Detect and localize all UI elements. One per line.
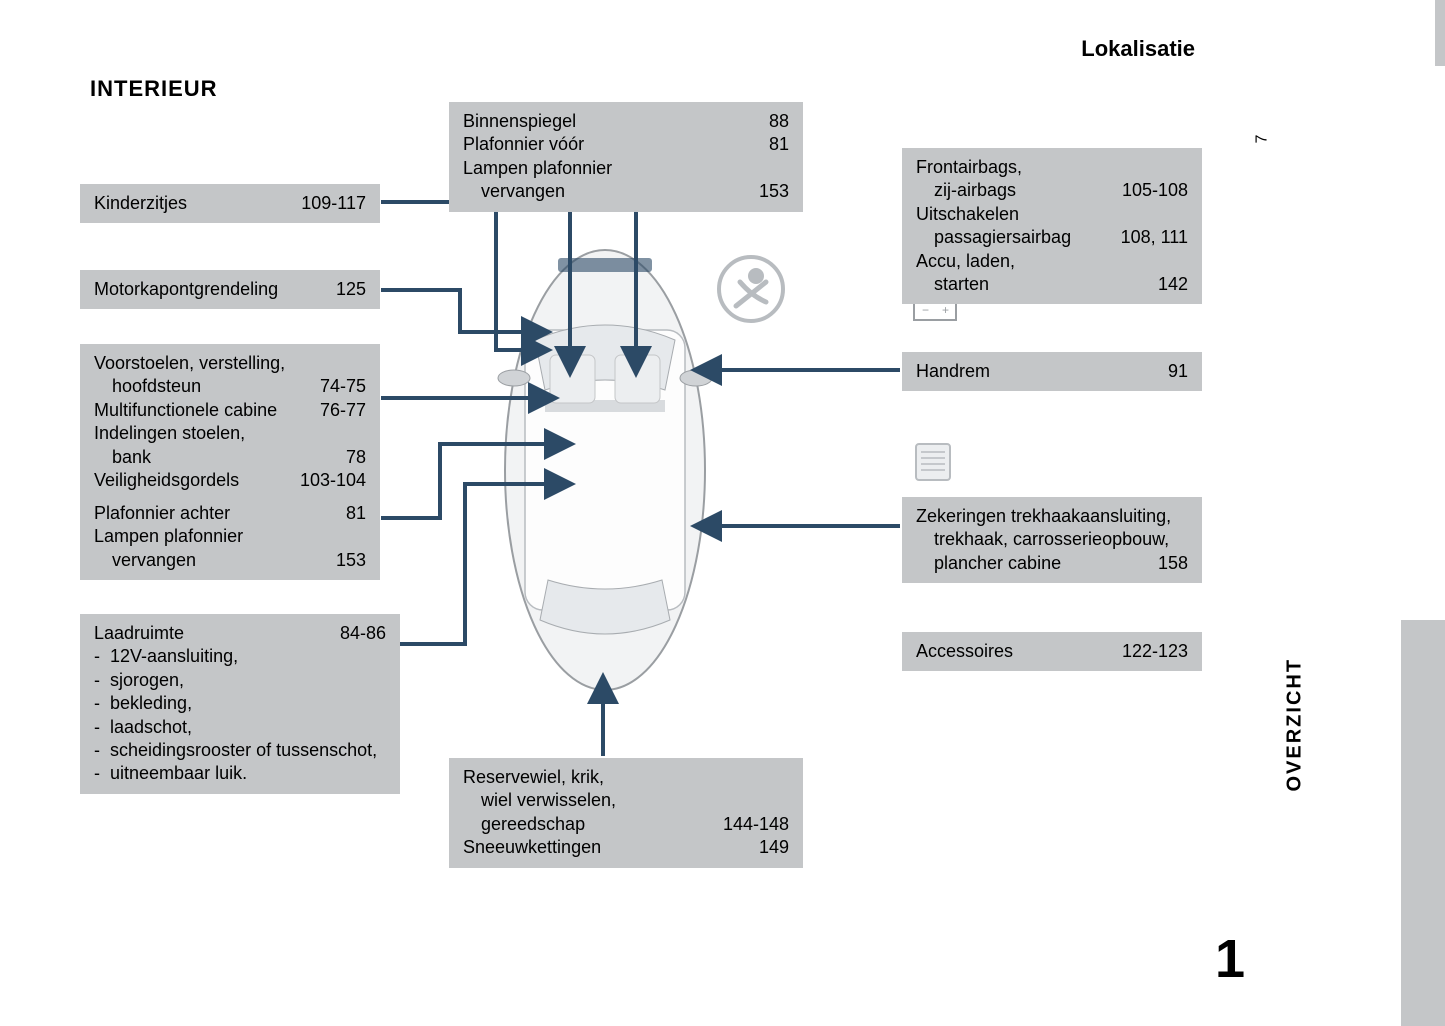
box-motorkap: Motorkapontgrendeling 125 [80, 270, 380, 309]
bc-v3: 149 [719, 836, 789, 859]
l3-v4: 78 [296, 446, 366, 469]
r1-v5: 142 [1118, 273, 1188, 296]
l3-l1: hoofdsteun [112, 375, 201, 398]
box-voorstoelen: Voorstoelen, verstelling, hoofdsteun 74-7… [80, 344, 380, 500]
r3-v2: 158 [1118, 552, 1188, 575]
l1-v0: 109-117 [296, 192, 366, 215]
r1-v1: 105-108 [1118, 179, 1188, 202]
tc-v3: 153 [719, 180, 789, 203]
tc-v1: 81 [719, 133, 789, 156]
r3-v1 [1169, 528, 1239, 551]
l3-l5: Veiligheidsgordels [94, 469, 239, 492]
r3-l2: plancher cabine [934, 552, 1061, 575]
tc-l2: Lampen plafonnier [463, 157, 612, 180]
l5-b2: - bekleding, [94, 692, 386, 715]
l5-t0: Laadruimte [94, 622, 184, 645]
bc-l3: Sneeuwkettingen [463, 836, 601, 859]
l3-l2: Multifunctionele cabine [94, 399, 277, 422]
bc-l2: gereedschap [481, 813, 585, 836]
l3-l3: Indelingen stoelen, [94, 422, 245, 445]
r1-l3: passagiersairbag [934, 226, 1071, 249]
box-reservewiel: Reservewiel, krik, wiel verwisselen, ger… [449, 758, 803, 868]
r3-v0 [1171, 505, 1241, 528]
l1-l0: Kinderzitjes [94, 192, 187, 215]
l5-b0: - 12V-aansluiting, [94, 645, 386, 668]
r1-l1: zij-airbags [934, 179, 1016, 202]
l3-v1: 74-75 [296, 375, 366, 398]
l5-b3: - laadschot, [94, 716, 386, 739]
r2-v0: 91 [1118, 360, 1188, 383]
r3-l1: trekhaak, carrosserieopbouw, [934, 528, 1169, 551]
r1-l4: Accu, laden, [916, 250, 1015, 273]
l4-l1: Lampen plafonnier [94, 525, 243, 548]
r1-v2 [1118, 203, 1188, 226]
l4-v0: 81 [296, 502, 366, 525]
l3-v3 [296, 422, 366, 445]
r4-l0: Accessoires [916, 640, 1013, 663]
l4-v2: 153 [296, 549, 366, 572]
l3-v2: 76-77 [296, 399, 366, 422]
l5-b1: - sjorogen, [94, 669, 386, 692]
l2-l0: Motorkapontgrendeling [94, 278, 278, 301]
r1-v0 [1118, 156, 1188, 179]
r2-l0: Handrem [916, 360, 990, 383]
l4-l2: vervangen [112, 549, 196, 572]
bc-v1 [719, 789, 789, 812]
r1-l5: starten [934, 273, 989, 296]
tc-v2 [719, 157, 789, 180]
r1-l0: Frontairbags, [916, 156, 1022, 179]
r1-v4 [1118, 250, 1188, 273]
r1-v3: 108, 111 [1118, 226, 1188, 249]
box-kinder: Kinderzitjes 109-117 [80, 184, 380, 223]
bc-l0: Reservewiel, krik, [463, 766, 604, 789]
l3-v5: 103-104 [296, 469, 366, 492]
bc-v2: 144-148 [719, 813, 789, 836]
box-zekeringen: Zekeringen trekhaakaansluiting, trekhaak… [902, 497, 1202, 583]
box-handrem: Handrem 91 [902, 352, 1202, 391]
l3-l4: bank [112, 446, 151, 469]
tc-l0: Binnenspiegel [463, 110, 576, 133]
l5-b5: - uitneembaar luik. [94, 762, 386, 785]
r4-v0: 122-123 [1118, 640, 1188, 663]
l5-b4: - scheidingsrooster of tussenschot, [94, 739, 386, 762]
l3-l0: Voorstoelen, verstelling, [94, 352, 285, 375]
l4-l0: Plafonnier achter [94, 502, 230, 525]
box-accessoires: Accessoires 122-123 [902, 632, 1202, 671]
r3-l0: Zekeringen trekhaakaansluiting, [916, 505, 1171, 528]
l4-v1 [296, 525, 366, 548]
bc-l1: wiel verwisselen, [481, 789, 616, 812]
tc-l1: Plafonnier vóór [463, 133, 584, 156]
l5-tv0: 84-86 [316, 622, 386, 645]
l2-v0: 125 [296, 278, 366, 301]
l3-v0 [296, 352, 366, 375]
box-laadruimte: Laadruimte 84-86 - 12V-aansluiting, - sjo… [80, 614, 400, 794]
r1-l2: Uitschakelen [916, 203, 1019, 226]
box-plafonnier-achter: Plafonnier achter 81 Lampen plafonnier ve… [80, 494, 380, 580]
bc-v0 [719, 766, 789, 789]
box-top-center: Binnenspiegel 88 Plafonnier vóór 81 Lampen… [449, 102, 803, 212]
tc-v0: 88 [719, 110, 789, 133]
tc-l3: vervangen [481, 180, 565, 203]
box-airbags: Frontairbags, zij-airbags 105-108 Uitscha… [902, 148, 1202, 304]
